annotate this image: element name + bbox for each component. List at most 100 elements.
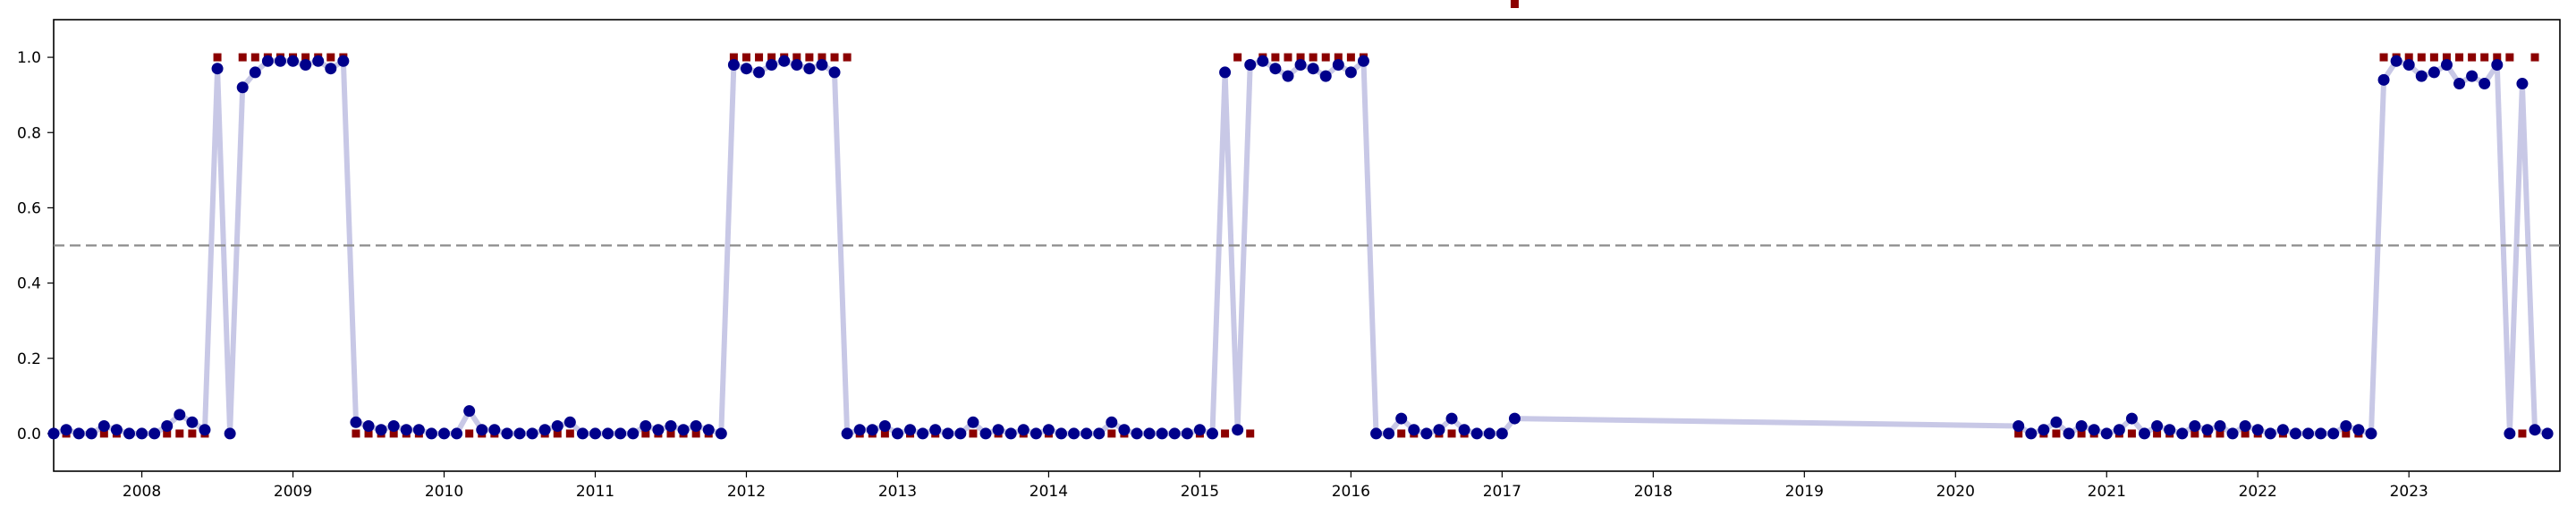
probability-point bbox=[538, 424, 551, 436]
probability-point bbox=[2176, 427, 2189, 440]
binary-marker bbox=[755, 53, 764, 62]
probability-point bbox=[614, 427, 627, 440]
probability-point bbox=[2402, 59, 2415, 71]
probability-point bbox=[2012, 420, 2025, 432]
binary-marker bbox=[188, 429, 197, 438]
binary-marker bbox=[767, 53, 776, 62]
binary-marker bbox=[250, 53, 259, 62]
probability-point bbox=[1445, 412, 1458, 425]
probability-point bbox=[1093, 427, 1106, 440]
probability-point bbox=[2327, 427, 2340, 440]
binary-marker bbox=[666, 429, 675, 438]
probability-point bbox=[766, 59, 778, 71]
probability-point bbox=[2100, 427, 2113, 440]
probability-point bbox=[2491, 59, 2504, 71]
binary-marker bbox=[1233, 53, 1242, 62]
probability-point bbox=[249, 66, 261, 79]
probability-point bbox=[123, 427, 135, 440]
binary-marker bbox=[818, 53, 826, 62]
probability-point bbox=[1106, 416, 1118, 428]
probability-point bbox=[1017, 424, 1030, 436]
probability-point bbox=[463, 405, 476, 418]
x-tick-label: 2010 bbox=[425, 483, 463, 501]
binary-marker bbox=[1321, 53, 1330, 62]
probability-point bbox=[564, 416, 576, 428]
binary-marker bbox=[364, 429, 373, 438]
x-tick-label: 2022 bbox=[2239, 483, 2277, 501]
probability-point bbox=[97, 420, 110, 432]
probability-point bbox=[891, 427, 903, 440]
x-tick-label: 2023 bbox=[2390, 483, 2428, 501]
x-tick-label: 2012 bbox=[727, 483, 766, 501]
x-tick-label: 2015 bbox=[1181, 483, 1219, 501]
probability-point bbox=[589, 427, 601, 440]
binary-marker bbox=[2505, 53, 2514, 62]
probability-point bbox=[174, 409, 186, 421]
probability-point bbox=[2541, 427, 2554, 440]
probability-point bbox=[992, 424, 1004, 436]
probability-point bbox=[853, 424, 866, 436]
binary-marker bbox=[1271, 53, 1280, 62]
probability-point bbox=[236, 81, 249, 94]
probability-point bbox=[2226, 427, 2239, 440]
probability-point bbox=[2088, 424, 2100, 436]
x-tick-label: 2019 bbox=[1785, 483, 1824, 501]
probability-point bbox=[2289, 427, 2301, 440]
probability-point bbox=[1470, 427, 1483, 440]
probability-point bbox=[1004, 427, 1017, 440]
probability-point bbox=[375, 424, 387, 436]
probability-point bbox=[287, 55, 300, 67]
probability-point bbox=[2125, 412, 2138, 425]
probability-point bbox=[2453, 78, 2466, 90]
probability-point bbox=[274, 55, 286, 67]
probability-point bbox=[942, 427, 954, 440]
probability-point bbox=[1156, 427, 1168, 440]
probability-point bbox=[929, 424, 942, 436]
probability-point bbox=[1508, 412, 1521, 425]
probability-point bbox=[1206, 427, 1218, 440]
probability-point bbox=[2251, 424, 2264, 436]
probability-point bbox=[2239, 420, 2251, 432]
probability-point bbox=[300, 59, 312, 71]
binary-marker bbox=[1107, 429, 1116, 438]
probability-point bbox=[1383, 427, 1395, 440]
probability-point bbox=[1282, 70, 1294, 82]
probability-point bbox=[2340, 420, 2352, 432]
probability-point bbox=[1080, 427, 1093, 440]
binary-marker bbox=[729, 53, 738, 62]
probability-point bbox=[362, 420, 375, 432]
probability-point bbox=[1131, 427, 1143, 440]
probability-point bbox=[47, 427, 60, 440]
probability-point bbox=[1030, 427, 1042, 440]
probability-point bbox=[967, 416, 979, 428]
binary-marker bbox=[2153, 429, 2162, 438]
probability-point bbox=[702, 424, 715, 436]
binary-marker bbox=[2417, 53, 2426, 62]
binary-marker bbox=[2518, 429, 2527, 438]
probability-point bbox=[778, 55, 791, 67]
y-tick-label: 0.2 bbox=[17, 350, 41, 368]
binary-marker bbox=[565, 429, 574, 438]
probability-point bbox=[1344, 66, 1357, 79]
probability-point bbox=[2352, 424, 2365, 436]
probability-point bbox=[627, 427, 640, 440]
binary-marker bbox=[1309, 53, 1318, 62]
probability-point bbox=[979, 427, 992, 440]
y-tick-label: 0.8 bbox=[17, 124, 41, 142]
probability-point bbox=[791, 59, 803, 71]
probability-point bbox=[2365, 427, 2377, 440]
probability-point bbox=[1319, 70, 1332, 82]
probability-point bbox=[451, 427, 463, 440]
probability-point bbox=[2466, 70, 2479, 82]
binary-marker bbox=[465, 429, 474, 438]
binary-marker bbox=[2455, 53, 2464, 62]
binary-marker bbox=[1334, 53, 1343, 62]
probability-point bbox=[2377, 73, 2390, 86]
probability-point bbox=[350, 416, 362, 428]
probability-point bbox=[2151, 420, 2164, 432]
probability-point bbox=[816, 59, 828, 71]
probability-point bbox=[488, 424, 501, 436]
probability-point bbox=[917, 427, 929, 440]
